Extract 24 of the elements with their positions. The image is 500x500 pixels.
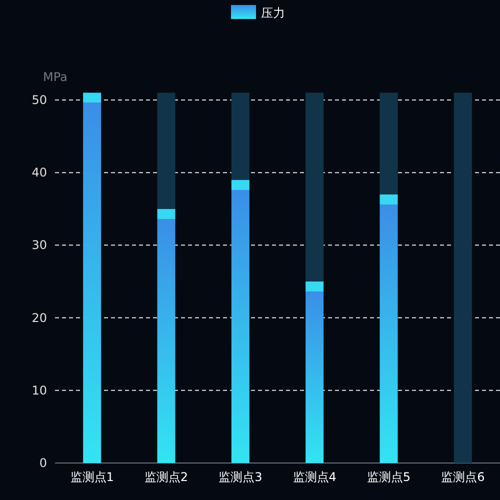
x-tick-label: 监测点2 [144,470,188,484]
bar [454,92,472,463]
y-tick-label: 50 [32,92,47,107]
y-tick-label: 0 [39,456,47,470]
y-tick-label: 30 [32,238,47,252]
y-axis-title: MPa [43,70,68,84]
legend-label: 压力 [261,6,285,20]
bar [83,92,102,463]
y-tick-label: 20 [32,310,47,325]
bar [231,92,250,180]
bar [157,92,176,209]
bar [380,194,398,463]
bar [306,281,324,463]
x-tick-label: 监测点3 [218,470,262,484]
bar [380,92,398,194]
bar [306,92,324,282]
bar [157,208,176,463]
x-tick-label: 监测点5 [366,470,411,484]
y-tick-label: 40 [32,166,47,180]
x-tick-label: 监测点6 [441,470,485,484]
x-tick-label: 监测点1 [70,470,114,484]
x-tick-label: 监测点4 [292,470,336,484]
y-tick-label: 10 [32,383,47,398]
bar [231,180,250,463]
